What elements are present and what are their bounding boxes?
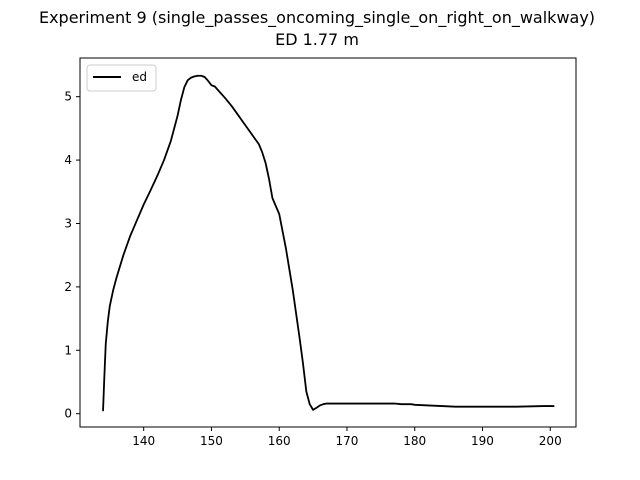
legend-label: ed: [132, 70, 147, 84]
x-tick-label: 150: [200, 434, 223, 448]
x-tick-label: 200: [539, 434, 562, 448]
plot-area: [102, 74, 555, 412]
x-tick-label: 170: [336, 434, 359, 448]
y-tick-label: 2: [64, 280, 72, 294]
y-tick-label: 0: [64, 407, 72, 421]
x-tick-label: 160: [268, 434, 291, 448]
legend: ed: [86, 64, 157, 92]
legend-box: [86, 64, 157, 92]
x-tick-label: 190: [471, 434, 494, 448]
chart-subtitle: ED 1.77 m: [275, 30, 359, 49]
y-tick-label: 5: [64, 90, 72, 104]
y-tick-label: 4: [64, 153, 72, 167]
series-line-ed: [102, 74, 555, 412]
chart-title: Experiment 9 (single_passes_oncoming_sin…: [39, 8, 595, 28]
y-tick-label: 1: [64, 343, 72, 357]
y-tick-label: 3: [64, 216, 72, 230]
plot-frame: [79, 57, 577, 428]
x-axis: 140 150 160 170 180 190 200: [132, 427, 562, 448]
x-tick-label: 180: [403, 434, 426, 448]
y-axis: 0 1 2 3 4 5: [64, 90, 80, 421]
x-tick-label: 140: [132, 434, 155, 448]
